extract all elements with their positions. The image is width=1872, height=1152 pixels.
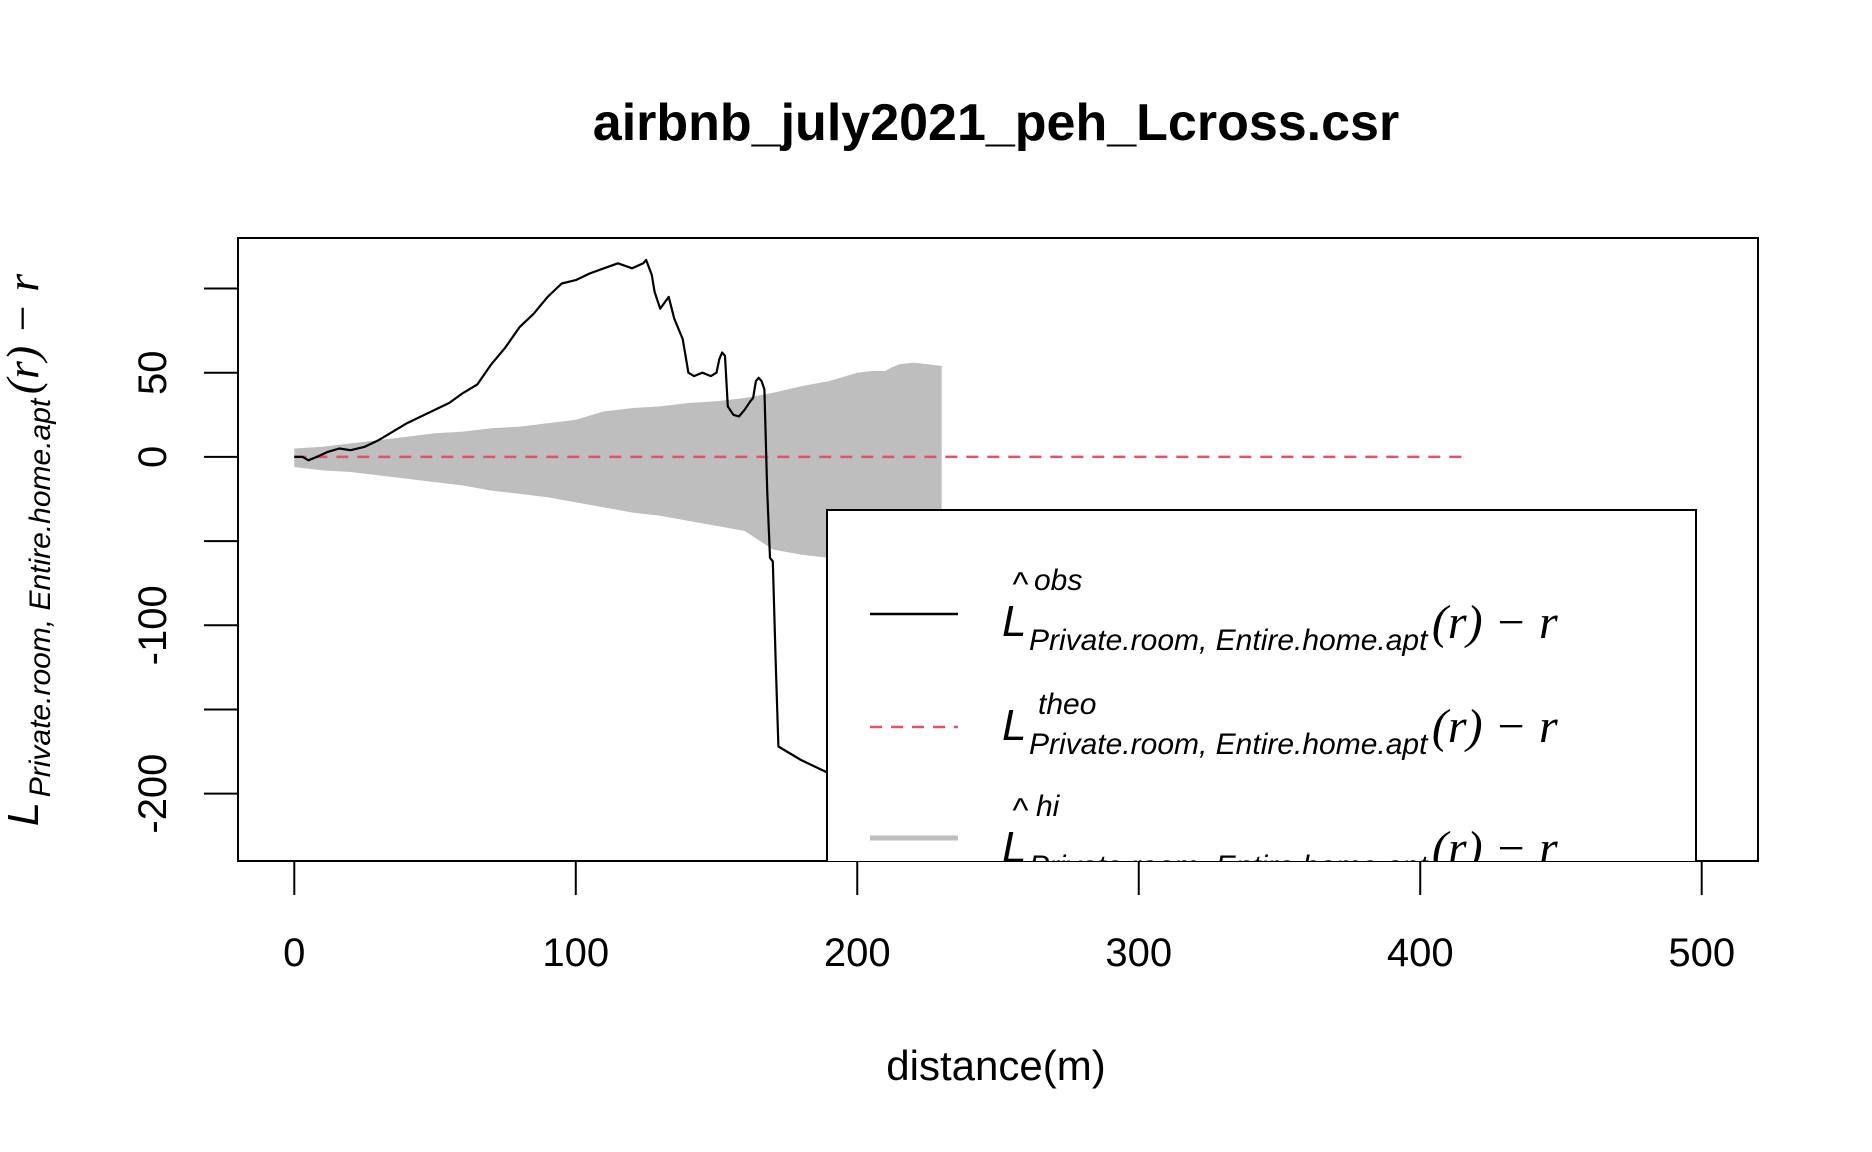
legend-theo-superscript: theo (1038, 688, 1096, 721)
legend-theo-subscript: Private.room, Entire.home.apt (1029, 728, 1429, 761)
svg-text:L Private.room, Entire: L Private.room, Entire.home.apt (r) − r (1002, 700, 1558, 761)
legend-entry-obs: L Private.room, Entire.home.apt (r) − r … (870, 564, 1558, 657)
legend-hi-subscript: Private.room, Entire.home.apt (1029, 850, 1429, 883)
x-tick-label: 400 (1387, 931, 1454, 975)
y-axis-label-suffix: (r) − r (0, 273, 48, 395)
svg-text:L Private.room, Entire: L Private.room, Entire.home.apt (r) − r (1002, 596, 1558, 657)
svg-text:L Private.room, Entire.h: L Private.room, Entire.home.apt (r) − r (0, 273, 57, 826)
chart-title: airbnb_july2021_peh_Lcross.csr (593, 94, 1399, 152)
legend-hi-suffix: (r) − r (1432, 822, 1558, 875)
legend-obs-subscript: Private.room, Entire.home.apt (1029, 624, 1429, 657)
y-axis-label: L Private.room, Entire.home.apt (r) − r (0, 273, 57, 826)
legend-hi-hat: ^ (1012, 792, 1029, 830)
legend-theo-main: L (1002, 701, 1026, 750)
y-tick-label: -100 (131, 585, 175, 665)
x-tick-label: 500 (1668, 931, 1735, 975)
legend: L Private.room, Entire.home.apt (r) − r … (826, 509, 1697, 883)
x-tick-label: 100 (542, 931, 609, 975)
legend-obs-main: L (1002, 597, 1026, 646)
legend-theo-suffix: (r) − r (1432, 700, 1558, 753)
y-tick-label: -200 (131, 754, 175, 834)
legend-obs-superscript: obs (1034, 564, 1082, 597)
x-tick-label: 300 (1105, 931, 1172, 975)
series-obs-line (294, 258, 932, 834)
legend-box (826, 509, 1697, 861)
y-tick-label: 0 (131, 446, 175, 468)
legend-obs-suffix: (r) − r (1432, 596, 1558, 649)
legend-obs-hat: ^ (1012, 566, 1029, 604)
y-axis: -200 -100 0 50 (131, 287, 239, 834)
legend-hi-superscript: hi (1036, 790, 1061, 823)
y-tick-label: 50 (131, 350, 175, 395)
legend-hi-main: L (1002, 823, 1026, 872)
x-axis-label: distance(m) (886, 1042, 1105, 1089)
y-axis-label-main: L (0, 802, 48, 826)
legend-entry-hi: L Private.room, Entire.home.apt (r) − r … (870, 790, 1558, 883)
svg-text:L Private.room, Entire: L Private.room, Entire.home.apt (r) − r (1002, 822, 1558, 883)
plot-area (294, 258, 1463, 834)
x-tick-label: 0 (283, 931, 305, 975)
series-envelope-band (294, 362, 942, 612)
x-tick-label: 200 (824, 931, 891, 975)
x-axis: 0 100 200 300 400 500 (283, 860, 1735, 975)
y-axis-label-subscript: Private.room, Entire.home.apt (24, 397, 57, 797)
legend-entry-theo: L Private.room, Entire.home.apt (r) − r … (870, 688, 1558, 761)
